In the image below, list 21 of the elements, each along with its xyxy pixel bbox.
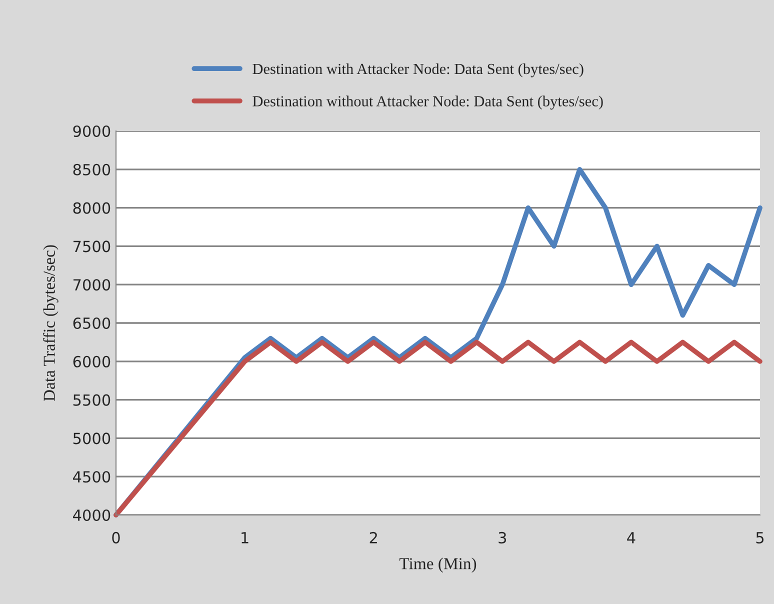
y-tick-label: 6000	[73, 356, 110, 368]
legend-label: Destination without Attacker Node: Data Sent (bytes/sec)	[252, 96, 603, 110]
x-tick-label: 4	[627, 532, 636, 544]
x-tick-label: 2	[370, 532, 377, 544]
x-tick-label: 3	[498, 532, 506, 544]
y-axis-title: Data Traffic (bytes/sec)	[43, 245, 58, 402]
x-tick-label: 5	[756, 532, 764, 544]
y-tick-label: 7500	[74, 240, 110, 252]
y-tick-label: 5000	[73, 432, 110, 444]
y-tick-label: 9000	[73, 125, 110, 138]
y-tick-label: 7000	[74, 279, 110, 291]
y-tick-label: 8500	[73, 164, 110, 176]
x-tick-label: 0	[112, 532, 120, 544]
x-axis-title: Time (Min)	[399, 558, 476, 573]
x-tick-label: 1	[242, 532, 248, 544]
y-tick-label: 4000	[73, 509, 110, 522]
y-tick-label: 6500	[73, 317, 110, 330]
y-tick-label: 4500	[73, 471, 110, 483]
legend-label: Destination with Attacker Node: Data Sent (bytes/sec)	[252, 63, 584, 78]
y-tick-label: 5500	[73, 394, 110, 406]
y-tick-label: 8000	[73, 202, 110, 214]
